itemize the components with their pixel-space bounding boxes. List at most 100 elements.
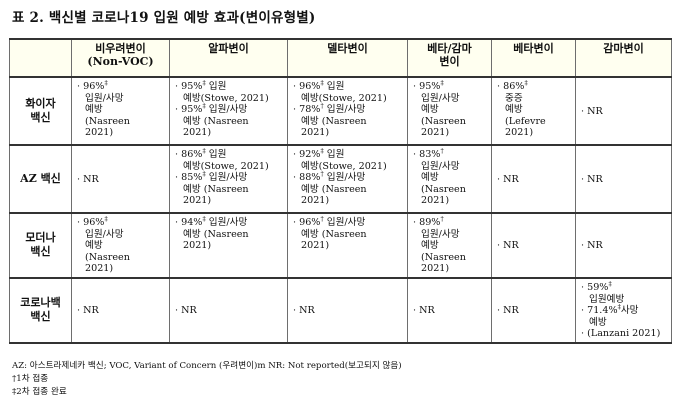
corner-cell: [9, 38, 72, 78]
cell-line: 입원/사망: [85, 228, 124, 240]
cell-line: (Nasreen: [421, 183, 466, 195]
table-row: AZ 백신 · NR · 86%‡ 입원 예방(Stowe, 2021) · 85%‡ …: [9, 144, 672, 214]
cell-line: · NR: [581, 173, 603, 185]
table-cell: · 92%‡ 입원 예방(Stowe, 2021) · 88%† 입원/사망 예방 (…: [287, 144, 408, 214]
table-cell: · 86%‡ 중증 예방 (Lefevre 2021): [491, 76, 576, 146]
cell-line: 예방 (Nasreen: [301, 183, 367, 195]
cell-line: 2021): [421, 263, 450, 275]
cell-line: 2021): [85, 263, 114, 275]
cell-line: 예방 (Nasreen: [183, 183, 249, 195]
row-header: AZ 백신: [9, 144, 72, 214]
cell-line: 예방: [421, 172, 439, 184]
header-row: 비우려변이 (Non-VOC) 알파변이 델타변이 베타/감마 변이 베타변이 감마…: [9, 38, 672, 78]
cell-line: 2021): [183, 195, 212, 207]
cell-line: · NR: [77, 305, 99, 317]
column-header: 델타변이: [287, 38, 408, 78]
cell-line: · NR: [581, 105, 603, 117]
cell-line: · 86%‡ 입원: [175, 146, 227, 160]
cell-line: · NR: [77, 173, 99, 185]
cell-line: · 96%‡: [77, 214, 108, 228]
column-header: 베타/감마 변이: [407, 38, 492, 78]
cell-line: 2021): [183, 127, 212, 139]
table-cell: · 95%‡ 입원 예방(Stowe, 2021) · 95%‡ 입원/사망 예방 (…: [169, 76, 288, 146]
cell-line: 예방 (Nasreen: [183, 115, 249, 127]
cell-line: 2021): [301, 195, 330, 207]
table-cell: · 95%‡ 입원/사망 예방 (Nasreen 2021): [407, 76, 492, 146]
cell-line: (Lefevre: [505, 115, 546, 127]
cell-line: 예방(Stowe, 2021): [183, 92, 269, 104]
cell-line: · 59%‡: [581, 279, 612, 293]
table-cell: · 86%‡ 입원 예방(Stowe, 2021) · 85%‡ 입원/사망 예방 (…: [169, 144, 288, 214]
cell-line: 중증: [505, 92, 523, 104]
cell-line: (Nasreen: [85, 115, 130, 127]
cell-line: 2021): [505, 127, 534, 139]
cell-line: 예방: [589, 316, 607, 328]
cell-line: 예방(Stowe, 2021): [301, 160, 387, 172]
row-header: 코로나백 백신: [9, 277, 72, 344]
cell-line: · 85%‡ 입원/사망: [175, 170, 248, 184]
table-cell: · 96%‡ 입원/사망 예방 (Nasreen 2021): [71, 76, 170, 146]
table-cell: · NR: [71, 277, 170, 344]
cell-line: · 92%‡ 입원: [293, 146, 345, 160]
row-header: 모더나 백신: [9, 212, 72, 279]
cell-line: · 95%‡ 입원/사망: [175, 102, 248, 116]
cell-line: · NR: [497, 305, 519, 317]
cell-line: 2021): [301, 240, 330, 252]
cell-line: · NR: [175, 305, 197, 317]
footnote-second-dose: ‡2차 접종 완료: [12, 387, 67, 397]
cell-line: · 78%† 입원/사망: [293, 102, 366, 116]
cell-line: 예방 (Nasreen: [301, 115, 367, 127]
cell-line: 입원/사망: [421, 228, 460, 240]
table-cell: · NR: [575, 76, 672, 146]
cell-line: · (Lanzani 2021): [581, 328, 661, 340]
cell-line: 2021): [421, 195, 450, 207]
cell-line: (Nasreen: [85, 251, 130, 263]
row-header: 화이자 백신: [9, 76, 72, 146]
table-cell: · NR: [71, 144, 170, 214]
cell-line: · 95%‡ 입원: [175, 78, 227, 92]
cell-line: 예방: [85, 104, 103, 116]
table-row: 코로나백 백신 · NR · NR · NR · NR · NR · 59%‡ 입원예방 · 71…: [9, 277, 672, 344]
table-cell: · 94%‡ 입원/사망 예방 (Nasreen 2021): [169, 212, 288, 279]
cell-line: · 96%‡ 입원: [293, 78, 345, 92]
cell-line: 입원/사망: [421, 160, 460, 172]
table-row: 화이자 백신 · 96%‡ 입원/사망 예방 (Nasreen 2021) · 95%‡ 입원…: [9, 76, 672, 146]
table-cell: · 96%‡ 입원/사망 예방 (Nasreen 2021): [71, 212, 170, 279]
table-row: 모더나 백신 · 96%‡ 입원/사망 예방 (Nasreen 2021) · 94%‡ 입원…: [9, 212, 672, 279]
cell-line: · NR: [293, 305, 315, 317]
column-header: 비우려변이 (Non-VOC): [71, 38, 170, 78]
cell-line: · 71.4%‡사망: [581, 302, 639, 317]
cell-line: 예방: [85, 240, 103, 252]
cell-line: 2021): [183, 240, 212, 252]
cell-line: (Nasreen: [421, 115, 466, 127]
table-title: 표 2. 백신별 코로나19 입원 예방 효과(변이유형별): [12, 10, 316, 26]
table-cell: · 96%† 입원/사망 예방 (Nasreen 2021): [287, 212, 408, 279]
cell-line: 입원/사망: [85, 92, 124, 104]
cell-line: 2021): [85, 127, 114, 139]
cell-line: 예방(Stowe, 2021): [183, 160, 269, 172]
cell-line: · 88%† 입원/사망: [293, 170, 366, 184]
table-cell: · 83%† 입원/사망 예방 (Nasreen 2021): [407, 144, 492, 214]
footnote-first-dose: †1차 접종: [12, 374, 49, 384]
table-cell: · NR: [575, 212, 672, 279]
column-header: 알파변이: [169, 38, 288, 78]
table-cell: · NR: [491, 212, 576, 279]
table-cell: · NR: [575, 144, 672, 214]
table-cell: · 96%‡ 입원 예방(Stowe, 2021) · 78%† 입원/사망 예방 (…: [287, 76, 408, 146]
cell-line: 입원/사망: [421, 92, 460, 104]
cell-line: 예방: [421, 240, 439, 252]
cell-line: 예방 (Nasreen: [301, 228, 367, 240]
table-cell: · NR: [491, 277, 576, 344]
cell-line: 예방: [505, 104, 523, 116]
cell-line: (Nasreen: [421, 251, 466, 263]
cell-line: · NR: [497, 173, 519, 185]
cell-line: · 94%‡ 입원/사망: [175, 214, 248, 228]
column-header: 감마변이: [575, 38, 672, 78]
cell-line: · NR: [413, 305, 435, 317]
table-cell: · NR: [287, 277, 408, 344]
cell-line: · 89%†: [413, 214, 444, 228]
table-cell: · NR: [169, 277, 288, 344]
cell-line: · NR: [581, 240, 603, 252]
cell-line: · NR: [497, 240, 519, 252]
